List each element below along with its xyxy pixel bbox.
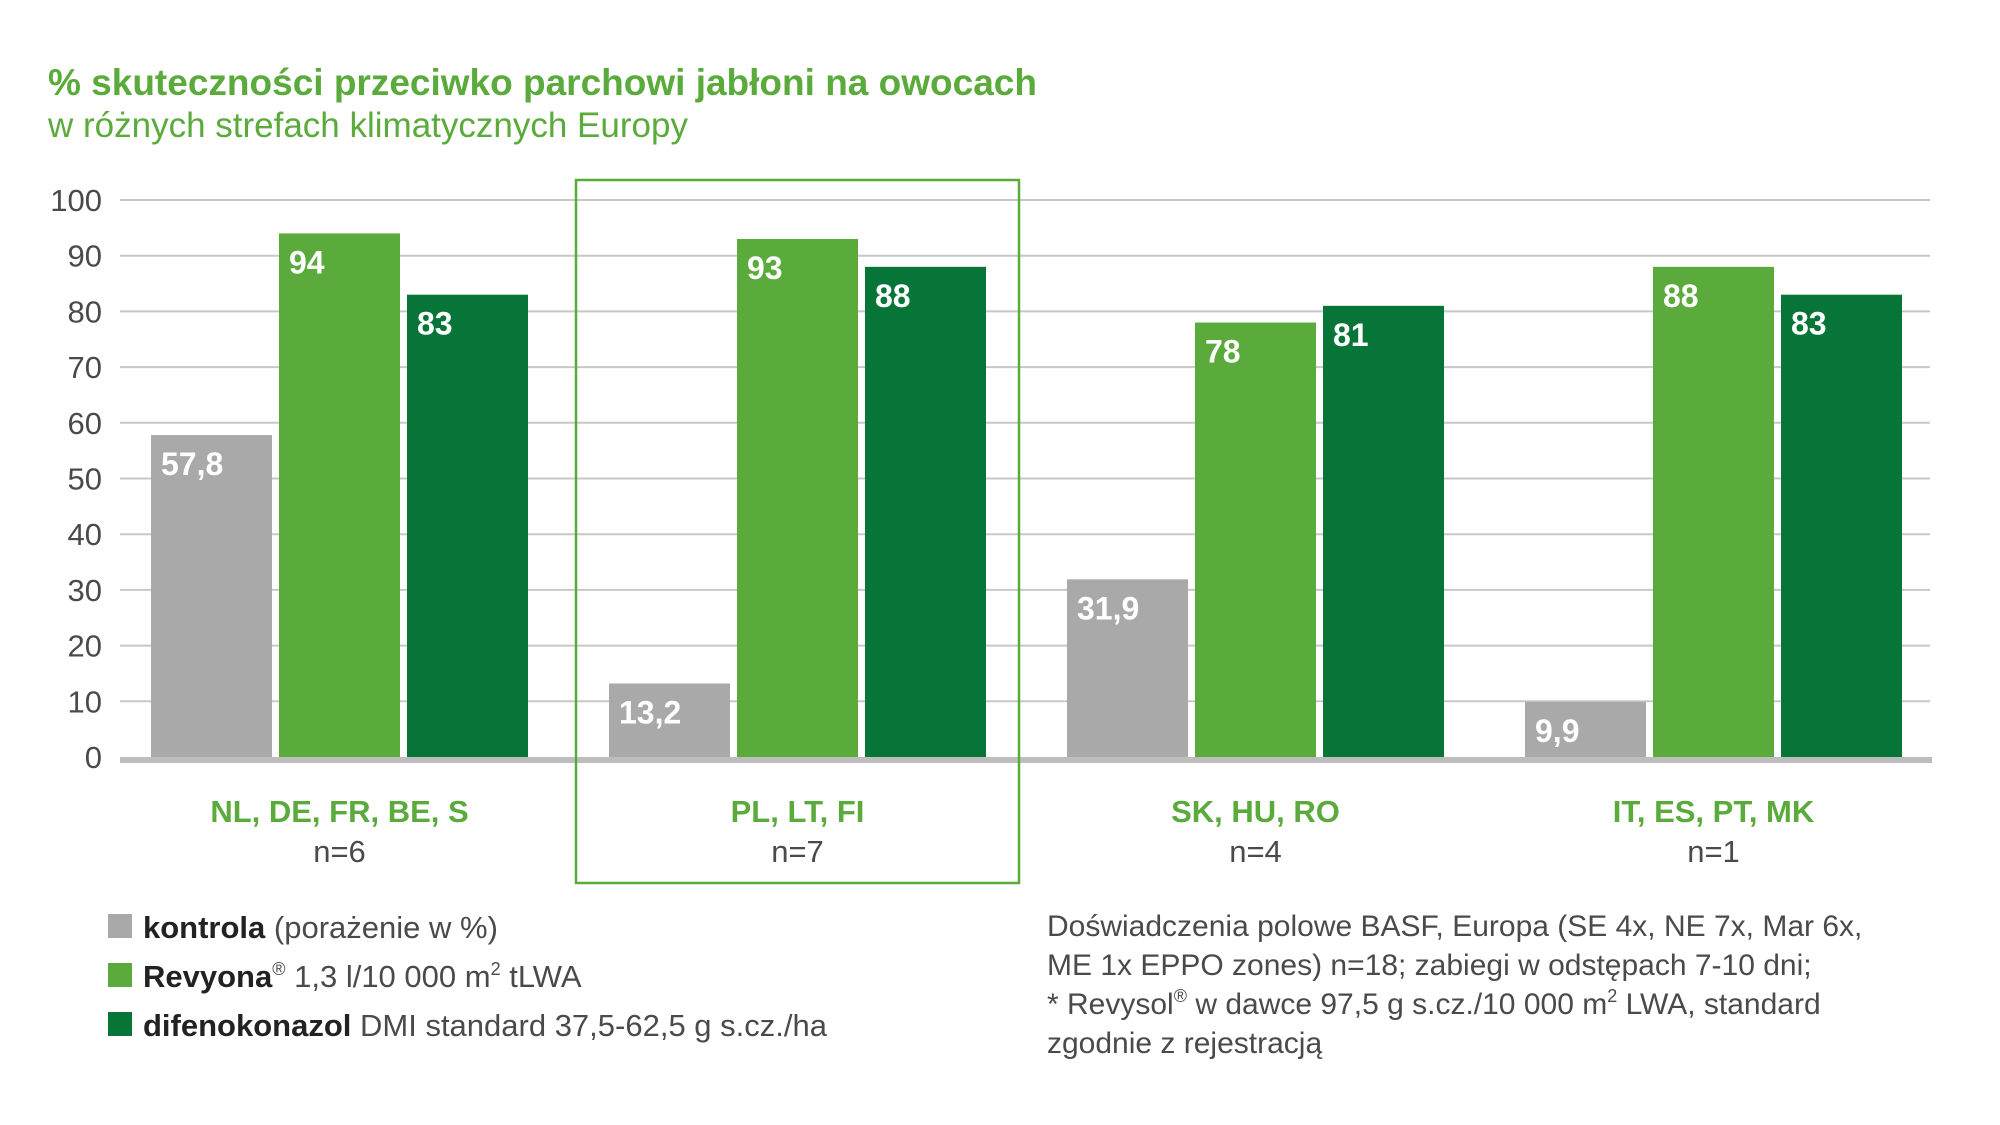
bar-value-label: 31,9 xyxy=(1077,590,1139,626)
legend-desc: (porażenie w %) xyxy=(265,910,498,945)
legend: kontrola (porażenie w %) Revyona® 1,3 l/… xyxy=(108,910,828,1043)
highlight-box xyxy=(574,178,1021,885)
legend-label: Revyona xyxy=(143,959,273,994)
bar-kontrola xyxy=(1525,701,1646,757)
svg-text:* Revysol® w dawce 97,5 g s.cz: * Revysol® w dawce 97,5 g s.cz./10 000 m… xyxy=(1047,986,1821,1021)
category-label: PL, LT, FI xyxy=(731,794,865,829)
footnote-line-2: ME 1x EPPO zones) n=18; zabiegi w odstęp… xyxy=(1047,949,1812,982)
footnote: Doświadczenia polowe BASF, Europa (SE 4x… xyxy=(1047,910,1862,1060)
bar-value-label: 94 xyxy=(289,244,325,280)
y-tick-label: 50 xyxy=(68,462,102,497)
legend-item-revyona: Revyona® 1,3 l/10 000 m2 tLWA xyxy=(108,959,582,994)
category-n-label: n=4 xyxy=(1229,834,1282,869)
category-n-label: n=1 xyxy=(1687,834,1740,869)
bar-revyona xyxy=(1195,322,1316,757)
bar-difenokonazol xyxy=(407,294,528,757)
y-tick-label: 20 xyxy=(68,629,102,664)
bar-kontrola xyxy=(609,683,730,757)
superscript-2: 2 xyxy=(1607,986,1617,1006)
footnote-line-4: zgodnie z rejestracją xyxy=(1047,1027,1322,1060)
bar-revyona xyxy=(279,233,400,758)
bar-value-label: 78 xyxy=(1205,334,1241,370)
bar-value-label: 9,9 xyxy=(1535,713,1579,749)
chart-subtitle: w różnych strefach klimatycznych Europy xyxy=(47,106,688,145)
bar-value-label: 83 xyxy=(417,306,453,342)
y-tick-label: 40 xyxy=(68,517,102,552)
legend-swatch xyxy=(108,963,132,987)
legend-desc: DMI standard 37,5-62,5 g s.cz./ha xyxy=(351,1008,827,1043)
svg-text:difenokonazol DMI standard 37,: difenokonazol DMI standard 37,5-62,5 g s… xyxy=(143,1008,828,1043)
bar-difenokonazol xyxy=(1323,305,1444,757)
category-n-label: n=7 xyxy=(771,834,824,869)
footnote-line-3b: w dawce 97,5 g s.cz./10 000 m xyxy=(1187,988,1607,1021)
y-tick-label: 60 xyxy=(68,406,102,441)
legend-swatch xyxy=(108,1012,132,1036)
bars: 57,8 94 83 13,2 93 88 31,9 78 81 9,9 88 83 xyxy=(151,233,1902,758)
y-tick-label: 90 xyxy=(68,239,102,274)
registered-mark: ® xyxy=(1174,986,1187,1006)
category-n-label: n=6 xyxy=(313,834,366,869)
chart-title: % skuteczności przeciwko parchowi jabłon… xyxy=(48,62,1037,103)
bar-value-label: 93 xyxy=(747,250,783,286)
y-tick-label: 70 xyxy=(68,350,102,385)
category-label: IT, ES, PT, MK xyxy=(1613,794,1815,829)
y-tick-label: 0 xyxy=(85,740,102,775)
y-tick-label: 30 xyxy=(68,573,102,608)
bar-revyona xyxy=(737,238,858,758)
y-tick-label: 100 xyxy=(50,183,102,218)
y-tick-label: 10 xyxy=(68,684,102,719)
bar-value-label: 88 xyxy=(1663,278,1699,314)
footnote-line-3c: LWA, standard xyxy=(1617,988,1820,1021)
bar-value-label: 83 xyxy=(1791,306,1827,342)
category-label: SK, HU, RO xyxy=(1171,794,1340,829)
registered-mark: ® xyxy=(272,959,285,979)
bar-value-label: 13,2 xyxy=(619,694,681,730)
category-labels: NL, DE, FR, BE, S n=6 PL, LT, FI n=7 SK, HU,… xyxy=(210,794,1815,869)
bar-kontrola xyxy=(1067,579,1188,757)
legend-label: kontrola xyxy=(143,910,266,945)
legend-desc-tail: tLWA xyxy=(501,959,582,994)
bar-difenokonazol xyxy=(1781,294,1902,757)
svg-text:Revyona® 1,3 l/10 000 m2 tLWA: Revyona® 1,3 l/10 000 m2 tLWA xyxy=(143,959,582,994)
legend-item-kontrola: kontrola (porażenie w %) xyxy=(108,910,498,945)
bar-kontrola xyxy=(151,435,272,757)
legend-swatch xyxy=(108,914,132,938)
y-tick-label: 80 xyxy=(68,294,102,329)
svg-text:kontrola (porażenie w %): kontrola (porażenie w %) xyxy=(143,910,498,945)
legend-desc: 1,3 l/10 000 m xyxy=(286,959,491,994)
bar-difenokonazol xyxy=(865,266,986,757)
legend-label: difenokonazol xyxy=(143,1008,351,1043)
category-label: NL, DE, FR, BE, S xyxy=(210,794,468,829)
bar-value-label: 81 xyxy=(1333,317,1369,353)
legend-item-difenokonazol: difenokonazol DMI standard 37,5-62,5 g s… xyxy=(108,1008,828,1043)
superscript-2: 2 xyxy=(491,959,501,979)
bar-revyona xyxy=(1653,266,1774,757)
footnote-line-3a: * Revysol xyxy=(1047,988,1174,1021)
bar-value-label: 57,8 xyxy=(161,446,223,482)
footnote-line-1: Doświadczenia polowe BASF, Europa (SE 4x… xyxy=(1047,910,1862,943)
bar-value-label: 88 xyxy=(875,278,911,314)
